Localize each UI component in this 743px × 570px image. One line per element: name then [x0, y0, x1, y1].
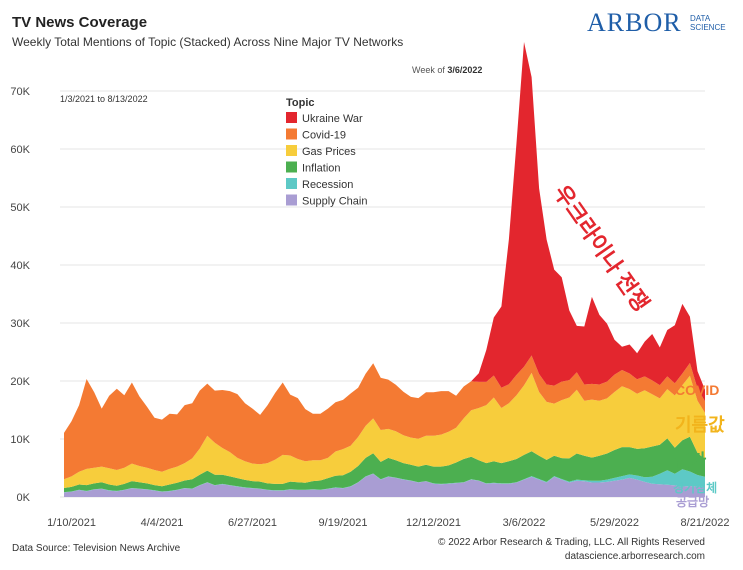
area-ukraine-war [64, 42, 705, 433]
logo-wordmark: ARBOR [587, 8, 682, 37]
x-tick-label: 4/4/2021 [141, 517, 184, 529]
logo-subtext: DATA SCIENCE [690, 14, 726, 32]
x-tick-label: 5/29/2022 [590, 517, 639, 529]
legend-swatch [286, 178, 297, 189]
legend-label: Covid-19 [302, 130, 346, 142]
legend-label: Recession [302, 179, 353, 191]
legend-item-inflation: Inflation [286, 161, 341, 175]
legend-swatch [286, 128, 297, 140]
y-tick-label: 70K [10, 86, 30, 98]
peak-annotation: Week of 3/6/2022 [412, 65, 482, 75]
website-url: datascience.arborresearch.com [564, 551, 705, 562]
korean-label-recession: 경기침체 [673, 480, 717, 495]
x-axis: 1/10/2021 4/4/2021 6/27/2021 9/19/2021 12/12… [47, 517, 729, 529]
x-tick-label: 8/21/2022 [681, 517, 730, 529]
copyright-text: © 2022 Arbor Research & Trading, LLC. Al… [438, 537, 705, 548]
area-inflation [64, 436, 705, 493]
legend-swatch [286, 194, 297, 206]
legend-title: Topic [286, 97, 315, 109]
date-range-note: 1/3/2021 to 8/13/2022 [60, 94, 148, 104]
korean-label-inflation: 물가 [675, 451, 707, 470]
area-series [64, 42, 705, 497]
legend-item-ukraine-war: Ukraine War [286, 112, 363, 125]
area-gas-prices [64, 372, 705, 488]
legend-swatch [286, 161, 297, 173]
x-tick-label: 1/10/2021 [47, 517, 96, 529]
arbor-logo: ARBOR DATA SCIENCE [587, 8, 726, 38]
x-tick-label: 6/27/2021 [228, 517, 277, 529]
y-tick-label: 40K [10, 260, 30, 272]
korean-label-gas: 기름값 [675, 415, 725, 435]
area-supply-chain [64, 473, 705, 497]
y-tick-label: 0K [17, 492, 31, 504]
data-source: Data Source: Television News Archive [12, 543, 181, 554]
chart-title: TV News Coverage [12, 14, 148, 31]
legend-label: Ukraine War [302, 113, 363, 125]
legend-item-covid-19: Covid-19 [286, 128, 346, 142]
x-tick-label: 9/19/2021 [319, 517, 368, 529]
y-tick-label: 10K [10, 434, 30, 446]
korean-label-covid: COVID [675, 382, 719, 398]
korean-label-supply: 공급망 [676, 495, 709, 509]
area-covid-19 [64, 355, 705, 480]
area-recession [64, 469, 705, 493]
x-tick-label: 12/12/2021 [406, 517, 461, 529]
chart-subtitle: Weekly Total Mentions of Topic (Stacked)… [12, 35, 404, 49]
legend-item-supply-chain: Supply Chain [286, 194, 367, 208]
x-tick-label: 3/6/2022 [503, 517, 546, 529]
legend-label: Inflation [302, 163, 341, 175]
copyright-block: © 2022 Arbor Research & Trading, LLC. Al… [438, 536, 705, 564]
y-tick-label: 30K [10, 318, 30, 330]
legend: Topic Ukraine War Covid-19 Gas Prices Infla… [286, 97, 367, 208]
y-tick-label: 50K [10, 202, 30, 214]
legend-item-gas-prices: Gas Prices [286, 145, 356, 158]
y-tick-label: 20K [10, 376, 30, 388]
y-axis: 0K 10K 20K 30K 40K 50K 60K 70K [10, 86, 30, 504]
legend-label: Gas Prices [302, 146, 356, 158]
legend-label: Supply Chain [302, 196, 367, 208]
legend-item-recession: Recession [286, 178, 353, 191]
legend-swatch [286, 112, 297, 123]
legend-swatch [286, 145, 297, 156]
y-tick-label: 60K [10, 144, 30, 156]
